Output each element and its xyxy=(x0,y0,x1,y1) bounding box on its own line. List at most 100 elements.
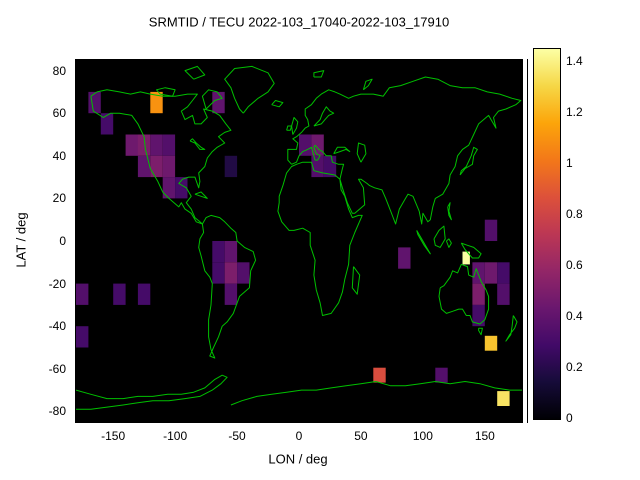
heatmap-cell xyxy=(237,262,250,284)
heatmap-cell xyxy=(212,262,225,284)
heatmap-cell xyxy=(76,283,89,305)
heatmap-cell xyxy=(162,177,176,199)
heatmap-cell xyxy=(150,91,163,114)
heatmap-cell xyxy=(224,262,238,284)
heatmap-cell xyxy=(137,155,151,178)
colorbar-tick-label: 0.6 xyxy=(566,257,583,272)
heatmap-cell xyxy=(484,335,498,351)
coastline-path xyxy=(287,76,522,225)
x-tick-label: 0 xyxy=(295,429,303,443)
heatmap-cell xyxy=(88,91,101,114)
heatmap-cell xyxy=(224,283,238,305)
coastline-path xyxy=(333,146,351,155)
coastline-path xyxy=(505,315,518,342)
heatmap-cell xyxy=(497,262,510,284)
heatmap-cell xyxy=(323,155,337,178)
x-axis-title: LON / deg xyxy=(268,451,328,467)
x-tick-label: -50 xyxy=(228,429,246,443)
heatmap-cell xyxy=(472,283,485,305)
heatmap-cell xyxy=(212,241,225,263)
y-tick-label: 20 xyxy=(52,191,66,206)
heatmap-cell xyxy=(100,113,114,135)
heatmap-cell xyxy=(435,367,448,383)
coastline-path xyxy=(90,89,232,225)
heatmap-cell xyxy=(472,262,485,284)
heatmap-cell xyxy=(398,247,411,269)
heatmap-cell xyxy=(462,251,470,265)
heatmap-cell xyxy=(175,177,188,199)
heatmap-cell xyxy=(162,155,176,178)
coastline-path xyxy=(351,266,361,295)
colorbar-gradient xyxy=(533,48,561,420)
y-tick-label: 40 xyxy=(52,148,66,163)
coastline-path xyxy=(433,225,446,248)
coastline-path xyxy=(438,263,490,325)
y-tick-label: 0 xyxy=(59,234,66,248)
map-plot-area xyxy=(75,59,523,423)
heatmap-cell xyxy=(472,304,485,327)
colorbar-tick-label: 0 xyxy=(566,411,573,425)
coastline-path xyxy=(416,230,431,255)
y-tick-label: -20 xyxy=(48,276,66,291)
heatmap-cell xyxy=(299,134,312,156)
coastline-path xyxy=(313,70,325,78)
colorbar-tick-label: 1.2 xyxy=(566,104,583,119)
coastline-path xyxy=(201,89,223,110)
coastline-path xyxy=(198,214,257,359)
coastline-path xyxy=(445,238,452,248)
heatmap-cell xyxy=(224,241,238,263)
y-tick-label: -40 xyxy=(48,319,66,334)
colorbar-tick-label: 0.4 xyxy=(566,308,583,323)
colorbar-tick-label: 1 xyxy=(566,155,573,170)
coastline-path xyxy=(460,242,482,259)
coastline-path xyxy=(184,65,206,80)
coastline-path xyxy=(224,65,275,114)
heatmap-cell xyxy=(137,283,151,305)
x-tick-label: 50 xyxy=(354,429,368,443)
heatmap-cells-layer xyxy=(76,91,510,406)
x-tick-label: -100 xyxy=(163,429,188,443)
heatmap-cell xyxy=(125,134,138,156)
coastline-layer xyxy=(76,65,522,410)
heatmap-cell xyxy=(113,283,126,305)
heatmap-cell xyxy=(497,283,510,305)
coastline-path xyxy=(478,327,483,336)
coastline-path xyxy=(313,106,335,127)
coastline-path xyxy=(189,138,206,150)
world-heatmap-canvas xyxy=(76,65,522,410)
colorbar-separator-line xyxy=(527,59,528,423)
heatmap-cell xyxy=(224,155,238,178)
y-tick-label: 80 xyxy=(52,63,66,78)
coastline-path xyxy=(286,125,293,131)
heatmap-cell xyxy=(373,367,386,383)
chart-title: SRMTID / TECU 2022-103_17040-2022-103_17… xyxy=(148,14,450,30)
heatmap-cell xyxy=(311,155,324,178)
coastline-path xyxy=(194,191,208,199)
y-tick-label: -80 xyxy=(48,404,66,419)
coastline-path xyxy=(76,374,228,410)
x-tick-label: 150 xyxy=(474,429,495,443)
heatmap-cell xyxy=(162,134,176,156)
heatmap-cell xyxy=(76,326,89,348)
heatmap-cell xyxy=(484,219,498,241)
coastline-path xyxy=(156,87,176,97)
colorbar-tick-label: 1.4 xyxy=(566,53,583,68)
coastline-path xyxy=(230,381,522,406)
heatmap-cell xyxy=(212,91,225,114)
colorbar-tick-label: 0.2 xyxy=(566,359,583,374)
coastline-path xyxy=(356,142,367,163)
coastline-path xyxy=(277,161,363,316)
heatmap-cell xyxy=(497,391,510,406)
coastline-path xyxy=(271,100,284,108)
coastline-path xyxy=(291,117,299,135)
y-tick-label: 60 xyxy=(52,106,66,121)
coastline-path xyxy=(447,202,452,221)
heatmap-cell xyxy=(150,134,163,156)
y-tick-label: -60 xyxy=(48,361,66,376)
colorbar-tick-label: 0.8 xyxy=(566,206,583,221)
x-tick-label: -150 xyxy=(101,429,126,443)
x-tick-label: 100 xyxy=(412,429,433,443)
heatmap-cell xyxy=(150,155,163,178)
coastline-path xyxy=(362,78,373,91)
coastline-path xyxy=(459,146,478,176)
